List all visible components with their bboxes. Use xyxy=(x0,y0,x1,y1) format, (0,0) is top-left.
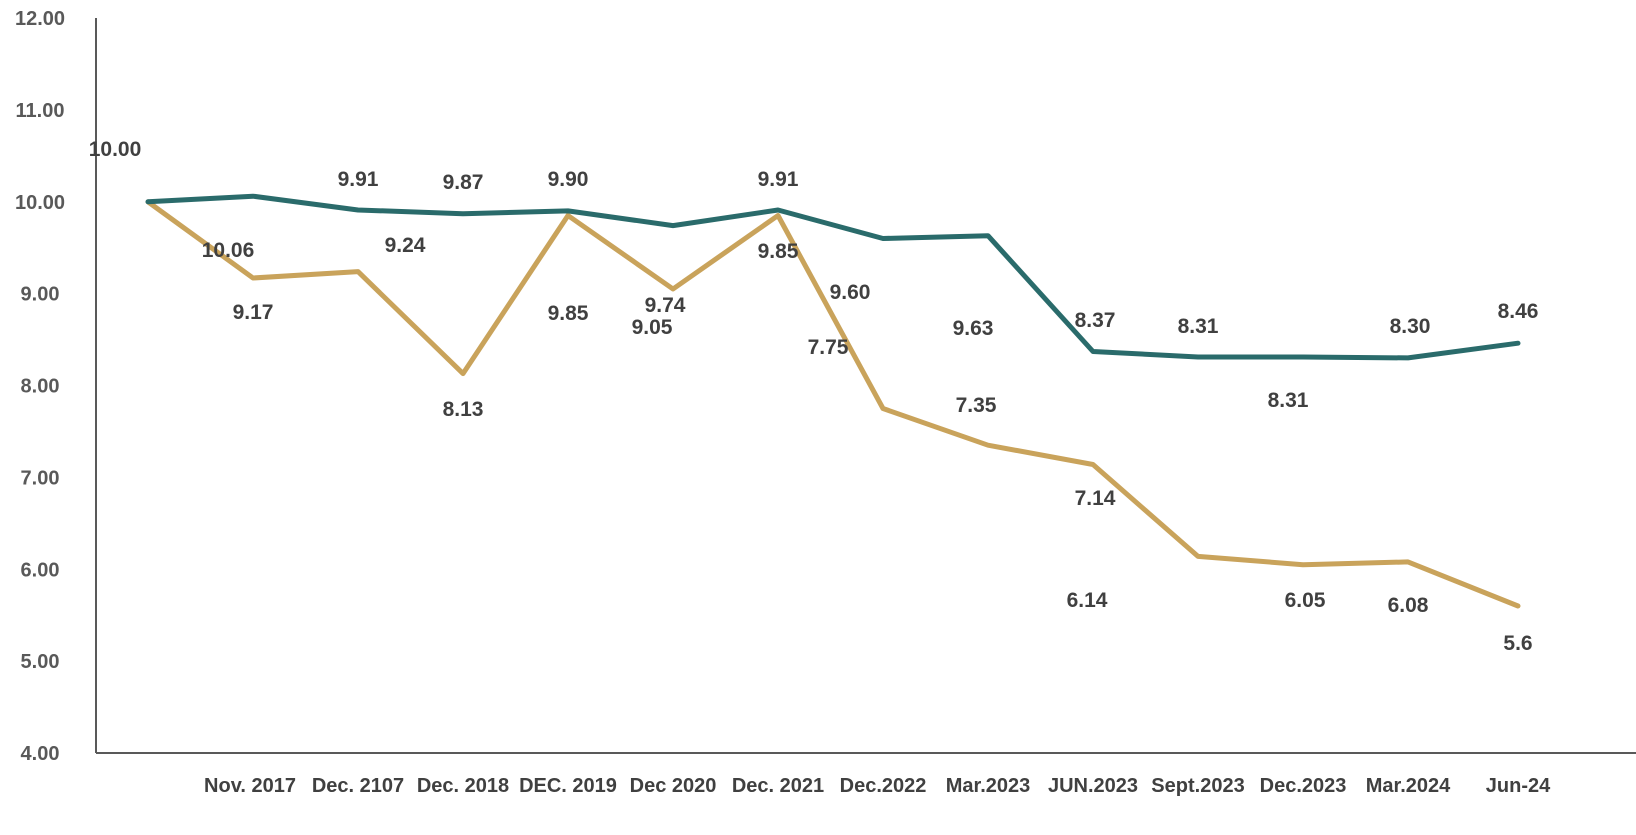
data-label: 9.90 xyxy=(548,168,589,191)
data-label: 8.37 xyxy=(1075,309,1116,332)
data-label: 6.08 xyxy=(1388,594,1429,617)
y-tick-label: 9.00 xyxy=(21,284,60,306)
x-tick-label: Dec 2020 xyxy=(630,775,717,797)
x-tick-label: Dec.2022 xyxy=(840,775,927,797)
y-tick-label: 6.00 xyxy=(21,559,60,581)
data-label: 9.17 xyxy=(233,301,274,324)
y-tick-label: 10.00 xyxy=(15,192,65,214)
series-line-1 xyxy=(145,193,1521,361)
data-label: 8.30 xyxy=(1390,315,1431,338)
x-tick-label: Dec. 2021 xyxy=(732,775,824,797)
data-label: 8.31 xyxy=(1178,315,1219,338)
data-label: 9.85 xyxy=(548,302,589,325)
series-line-2 xyxy=(145,199,1521,609)
data-label: 9.63 xyxy=(953,317,994,340)
data-label: 9.60 xyxy=(830,281,871,304)
y-tick-label: 4.00 xyxy=(21,743,60,765)
data-label: 7.75 xyxy=(808,336,849,359)
x-tick-label: DEC. 2019 xyxy=(519,775,617,797)
x-tick-label: JUN.2023 xyxy=(1048,775,1138,797)
data-label: 7.14 xyxy=(1075,487,1116,510)
x-tick-label: Jun-24 xyxy=(1486,775,1551,797)
data-label: 9.91 xyxy=(758,168,799,191)
data-label: 9.74 xyxy=(645,294,686,317)
x-axis-ticks: Nov. 2017 Dec. 2107 Dec. 2018 DEC. 2019 Dec … xyxy=(204,775,1551,797)
y-axis-ticks: 4.00 5.00 6.00 7.00 8.00 9.00 10.00 11.00 12.00 xyxy=(15,8,65,765)
data-label: 8.13 xyxy=(443,398,484,421)
data-label: 6.05 xyxy=(1285,589,1326,612)
y-tick-label: 7.00 xyxy=(21,467,60,489)
data-label: 7.35 xyxy=(956,394,997,417)
data-label: 10.00 xyxy=(89,138,142,161)
x-tick-label: Dec.2023 xyxy=(1260,775,1347,797)
x-tick-label: Mar.2023 xyxy=(946,775,1031,797)
data-labels: 10.00 10.06 9.91 9.87 9.90 9.74 9.91 9.60 9.63 8.… xyxy=(89,138,1539,655)
data-label: 9.24 xyxy=(385,234,426,257)
series-lines xyxy=(145,193,1521,609)
y-tick-label: 11.00 xyxy=(16,100,65,122)
x-tick-label: Mar.2024 xyxy=(1366,775,1451,797)
y-tick-label: 8.00 xyxy=(21,376,60,398)
data-label: 8.46 xyxy=(1498,300,1539,323)
x-tick-label: Dec. 2018 xyxy=(417,775,509,797)
x-tick-label: Nov. 2017 xyxy=(204,775,296,797)
x-tick-label: Sept.2023 xyxy=(1151,775,1244,797)
data-label: 8.31 xyxy=(1268,389,1309,412)
y-tick-label: 5.00 xyxy=(21,651,60,673)
chart-axes xyxy=(95,18,1636,754)
data-label: 6.14 xyxy=(1067,589,1108,612)
data-label: 9.87 xyxy=(443,171,484,194)
data-label: 9.91 xyxy=(338,168,379,191)
data-label: 9.05 xyxy=(632,316,673,339)
data-label: 10.06 xyxy=(202,239,255,262)
data-label: 9.85 xyxy=(758,240,799,263)
x-tick-label: Dec. 2107 xyxy=(312,775,404,797)
data-label: 5.6 xyxy=(1503,632,1532,655)
y-tick-label: 12.00 xyxy=(15,8,65,30)
